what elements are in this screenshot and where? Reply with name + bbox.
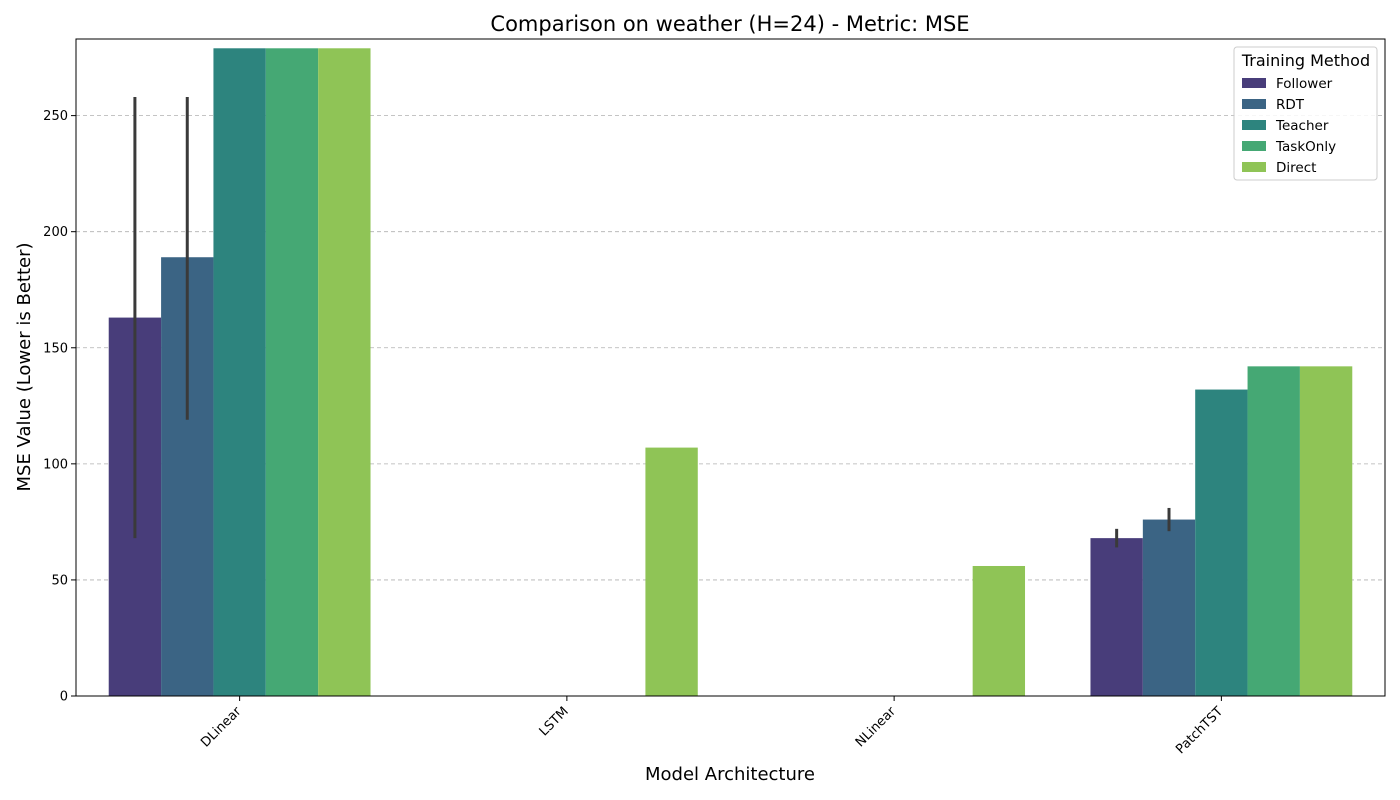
legend-label-taskonly: TaskOnly <box>1275 139 1336 155</box>
legend-swatch-rdt <box>1242 99 1266 109</box>
legend-swatch-taskonly <box>1242 141 1266 151</box>
x-tick-label-dlinear: DLinear <box>198 704 245 751</box>
chart-title: Comparison on weather (H=24) - Metric: M… <box>490 12 969 36</box>
y-tick-label: 150 <box>43 341 68 356</box>
legend-label-follower: Follower <box>1276 76 1333 92</box>
legend-label-direct: Direct <box>1276 160 1316 176</box>
x-tick-label-nlinear: NLinear <box>853 704 900 751</box>
error-bars <box>133 97 1171 548</box>
bar-direct-nlinear <box>972 565 1026 696</box>
legend-swatch-direct <box>1242 162 1266 172</box>
legend-swatch-teacher <box>1242 120 1266 130</box>
y-tick-label: 50 <box>51 573 68 588</box>
bar-taskonly-dlinear <box>265 48 319 697</box>
x-tick-label-lstm: LSTM <box>537 704 572 739</box>
legend: Training Method Follower RDT Teacher TaskOn… <box>1233 46 1378 181</box>
bar-taskonly-patchtst <box>1247 366 1300 696</box>
bar-follower-patchtst <box>1090 538 1143 696</box>
bar-direct-lstm <box>645 447 698 696</box>
y-tick-label: 100 <box>43 457 68 472</box>
plot-frame <box>75 38 1386 697</box>
y-tick-label: 200 <box>43 225 68 240</box>
bar-teacher-patchtst <box>1195 389 1248 696</box>
bar-rdt-patchtst <box>1142 519 1196 696</box>
x-axis: DLinear LSTM NLinear PatchTST <box>198 696 1226 757</box>
y-axis: 0 50 100 150 200 250 <box>43 109 76 705</box>
x-tick-label-patchtst: PatchTST <box>1173 704 1226 757</box>
legend-box <box>1233 46 1378 181</box>
x-axis-label: Model Architecture <box>645 764 815 785</box>
y-tick-label: 250 <box>43 109 68 124</box>
legend-swatch-follower <box>1242 78 1266 88</box>
legend-title: Training Method <box>1241 51 1370 70</box>
legend-label-rdt: RDT <box>1276 97 1305 113</box>
y-axis-label: MSE Value (Lower is Better) <box>14 242 35 491</box>
bars <box>108 48 1353 697</box>
bar-teacher-dlinear <box>213 48 266 697</box>
y-tick-label: 0 <box>60 690 68 705</box>
legend-label-teacher: Teacher <box>1275 118 1329 134</box>
bar-direct-dlinear <box>318 48 371 697</box>
bar-direct-patchtst <box>1299 366 1353 696</box>
